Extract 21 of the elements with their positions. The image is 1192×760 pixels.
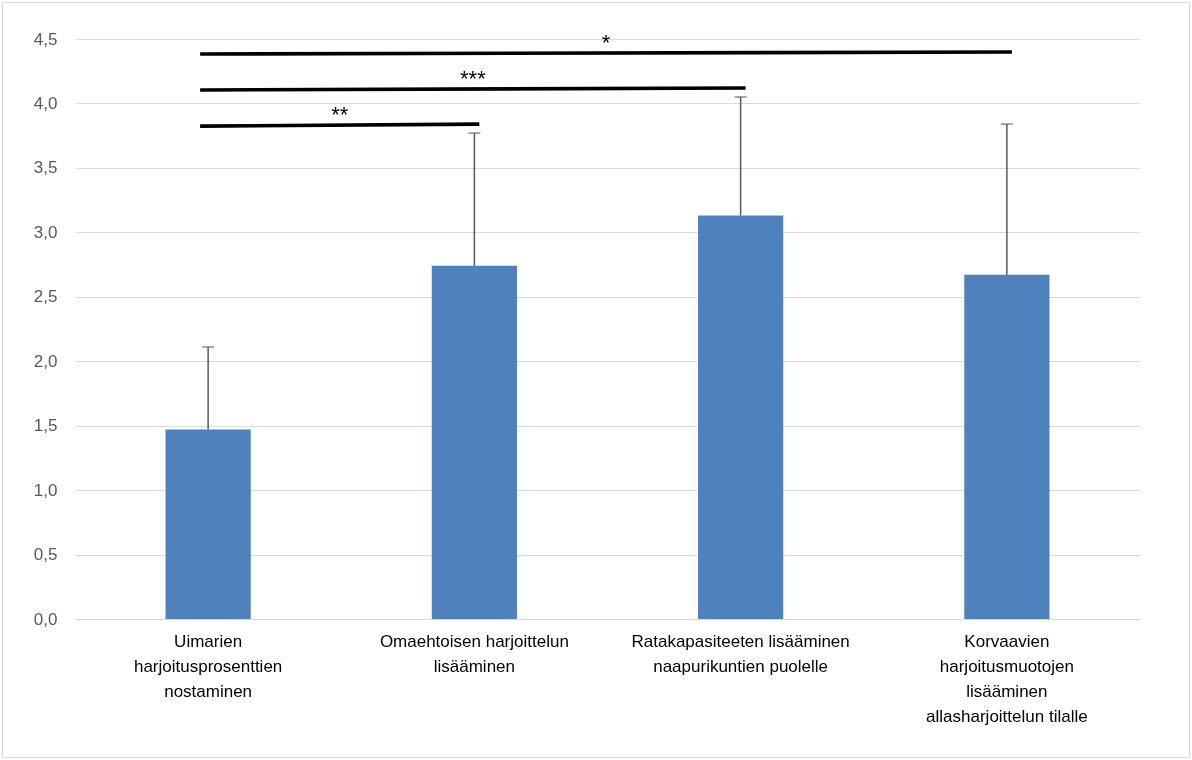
y-tick-label: 1,0 <box>33 480 58 500</box>
annotation: * <box>601 30 611 55</box>
y-tick-label: 2,5 <box>33 287 58 307</box>
bar <box>165 429 251 619</box>
x-tick-label: Ratakapasiteeten lisääminen naapurikuntien puolelle <box>631 631 850 676</box>
y-tick-label: 0,0 <box>33 609 58 629</box>
y-tick-label: 3,0 <box>33 222 58 242</box>
x-tick-label: Uimarien harjoitusprosenttien nostaminen <box>133 631 283 701</box>
y-tick-label: 4,0 <box>33 93 58 113</box>
y-tick-label: 3,5 <box>33 158 58 178</box>
bar <box>431 265 517 619</box>
annotation: ** <box>331 102 349 128</box>
annotation: *** <box>460 66 487 91</box>
bar <box>964 274 1050 619</box>
x-tick-label: Korvaavien harjoitusmuotojen lisääminen allasharjoittelun tilalle <box>926 631 1088 726</box>
bar <box>698 215 784 619</box>
y-tick-label: 1,5 <box>33 416 58 436</box>
y-tick-label: 0,5 <box>33 545 58 565</box>
y-tick-label: 4,5 <box>33 29 58 49</box>
x-tick-label: Omaehtoisen harjoittelun lisääminen <box>379 631 569 676</box>
y-tick-label: 2,0 <box>33 351 58 371</box>
